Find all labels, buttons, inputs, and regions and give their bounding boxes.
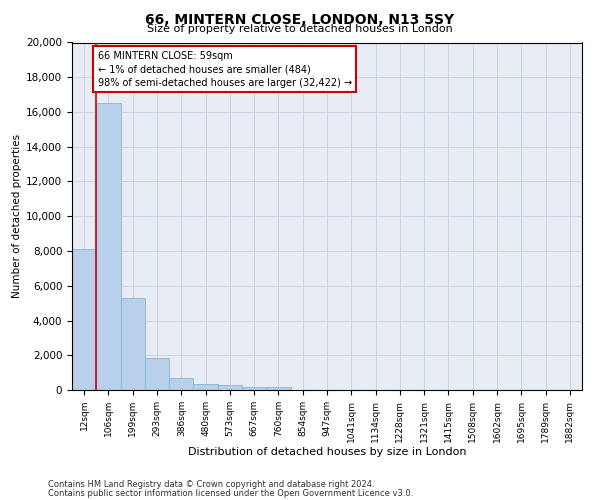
Bar xyxy=(266,387,290,390)
Bar xyxy=(121,298,145,390)
Bar xyxy=(145,358,169,390)
Bar xyxy=(242,386,266,390)
Text: 66 MINTERN CLOSE: 59sqm
← 1% of detached houses are smaller (484)
98% of semi-de: 66 MINTERN CLOSE: 59sqm ← 1% of detached… xyxy=(97,51,352,88)
Bar xyxy=(218,386,242,390)
Bar xyxy=(72,250,96,390)
Text: 66, MINTERN CLOSE, LONDON, N13 5SY: 66, MINTERN CLOSE, LONDON, N13 5SY xyxy=(145,12,455,26)
Bar xyxy=(169,378,193,390)
Text: Contains public sector information licensed under the Open Government Licence v3: Contains public sector information licen… xyxy=(48,489,413,498)
Bar xyxy=(96,104,121,390)
X-axis label: Distribution of detached houses by size in London: Distribution of detached houses by size … xyxy=(188,448,466,458)
Text: Size of property relative to detached houses in London: Size of property relative to detached ho… xyxy=(147,24,453,34)
Bar xyxy=(193,384,218,390)
Text: Contains HM Land Registry data © Crown copyright and database right 2024.: Contains HM Land Registry data © Crown c… xyxy=(48,480,374,489)
Y-axis label: Number of detached properties: Number of detached properties xyxy=(12,134,22,298)
